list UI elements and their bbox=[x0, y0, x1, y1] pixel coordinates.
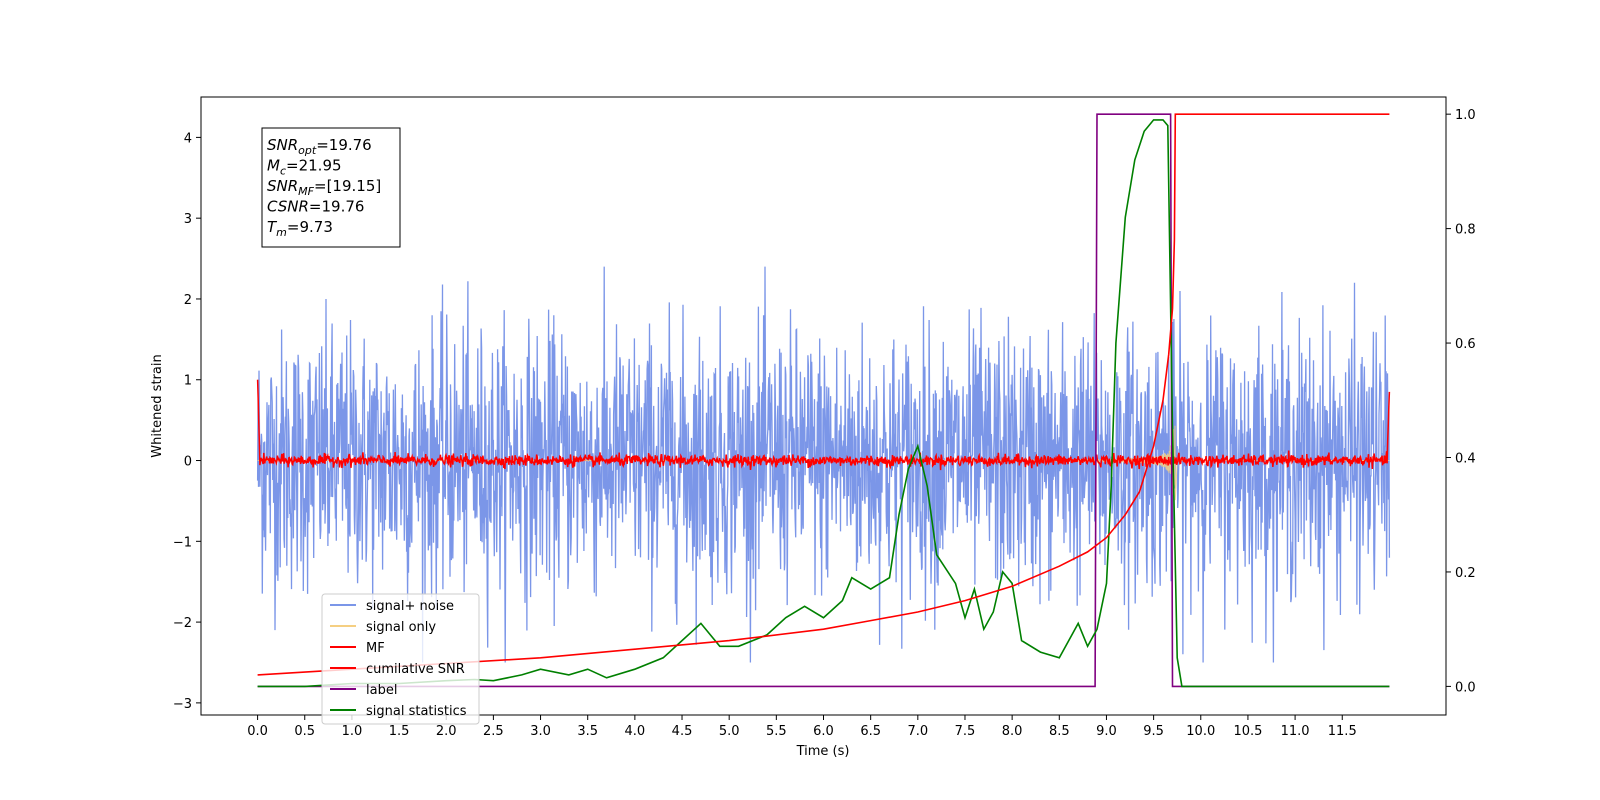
legend-label: MF bbox=[366, 641, 385, 656]
series-mf bbox=[256, 379, 1391, 471]
y-axis-right: 0.0 0.2 0.4 0.6 0.8 1.0 bbox=[1446, 108, 1476, 695]
x-tick-label: 4.5 bbox=[672, 724, 693, 739]
y-axis-label: Whitened strain bbox=[150, 354, 165, 457]
series-signal-statistics bbox=[257, 119, 1390, 688]
x-tick-label: 10.0 bbox=[1186, 724, 1215, 739]
x-tick-label: 10.5 bbox=[1233, 724, 1262, 739]
x-tick-label: 0.5 bbox=[294, 724, 315, 739]
y-tick-label-left: −2 bbox=[173, 616, 192, 631]
legend-label: label bbox=[366, 683, 397, 698]
y-tick-label-left: 2 bbox=[184, 293, 192, 308]
x-tick-label: 4.0 bbox=[625, 724, 646, 739]
x-tick-label: 2.5 bbox=[483, 724, 504, 739]
y-tick-label-right: 0.8 bbox=[1455, 223, 1476, 238]
x-tick-label: 6.0 bbox=[813, 724, 834, 739]
series-signal-noise bbox=[256, 266, 1391, 663]
x-tick-label: 9.5 bbox=[1143, 724, 1164, 739]
x-axis-label: Time (s) bbox=[796, 744, 850, 759]
x-tick-label: 11.0 bbox=[1281, 724, 1310, 739]
series-cumulative-snr bbox=[257, 113, 1390, 676]
x-axis: 0.0 0.5 1.0 1.5 2.0 2.5 3.0 3.5 4.0 4.5 5.0 5.5 6.0 6… bbox=[247, 715, 1357, 739]
y-tick-label-left: 3 bbox=[184, 212, 192, 227]
x-tick-label: 1.5 bbox=[389, 724, 410, 739]
x-tick-label: 5.0 bbox=[719, 724, 740, 739]
legend-label: signal only bbox=[366, 620, 436, 635]
y-tick-label-right: 0.4 bbox=[1455, 452, 1476, 467]
x-tick-label: 7.0 bbox=[907, 724, 928, 739]
y-tick-label-right: 0.0 bbox=[1455, 680, 1476, 695]
y-tick-label-left: −1 bbox=[173, 535, 192, 550]
annotation-line: CSNR=19.76 bbox=[267, 198, 364, 216]
x-tick-label: 1.0 bbox=[342, 724, 363, 739]
x-tick-label: 7.5 bbox=[955, 724, 976, 739]
x-tick-label: 8.5 bbox=[1049, 724, 1070, 739]
x-tick-label: 8.0 bbox=[1002, 724, 1023, 739]
legend-label: signal statistics bbox=[366, 704, 467, 719]
legend-label: signal+ noise bbox=[366, 599, 454, 614]
x-tick-label: 3.5 bbox=[577, 724, 598, 739]
x-tick-label: 11.5 bbox=[1328, 724, 1357, 739]
y-tick-label-left: 4 bbox=[184, 131, 192, 146]
annotation-line: SNRopt=19.76 bbox=[267, 136, 372, 157]
annotation-line: Mc=21.95 bbox=[267, 157, 342, 178]
annotation-frame bbox=[261, 127, 401, 248]
y-tick-label-left: 0 bbox=[184, 455, 192, 470]
y-tick-label-right: 1.0 bbox=[1455, 108, 1476, 123]
x-tick-label: 3.0 bbox=[530, 724, 551, 739]
x-tick-label: 5.5 bbox=[766, 724, 787, 739]
legend-frame bbox=[321, 593, 480, 725]
x-tick-label: 2.0 bbox=[436, 724, 457, 739]
x-tick-label: 6.5 bbox=[860, 724, 881, 739]
plot-area bbox=[256, 113, 1391, 688]
x-tick-label: 9.0 bbox=[1096, 724, 1117, 739]
annotation-line: Tm=9.73 bbox=[267, 218, 333, 239]
y-axis-left: −3 −2 −1 0 1 2 3 4 bbox=[173, 131, 201, 712]
y-tick-label-left: 1 bbox=[184, 374, 192, 389]
x-tick-label: 0.0 bbox=[247, 724, 268, 739]
legend-label: cumilative SNR bbox=[366, 662, 465, 677]
y-tick-label-right: 0.6 bbox=[1455, 337, 1476, 352]
annotation-line: SNRMF=[19.15] bbox=[267, 177, 381, 198]
annotation-box: SNRopt=19.76Mc=21.95SNRMF=[19.15]CSNR=19… bbox=[261, 127, 401, 248]
legend: signal+ noise signal only MF cumilative SNR… bbox=[321, 593, 480, 725]
y-tick-label-right: 0.2 bbox=[1455, 566, 1476, 581]
y-tick-label-left: −3 bbox=[173, 697, 192, 712]
